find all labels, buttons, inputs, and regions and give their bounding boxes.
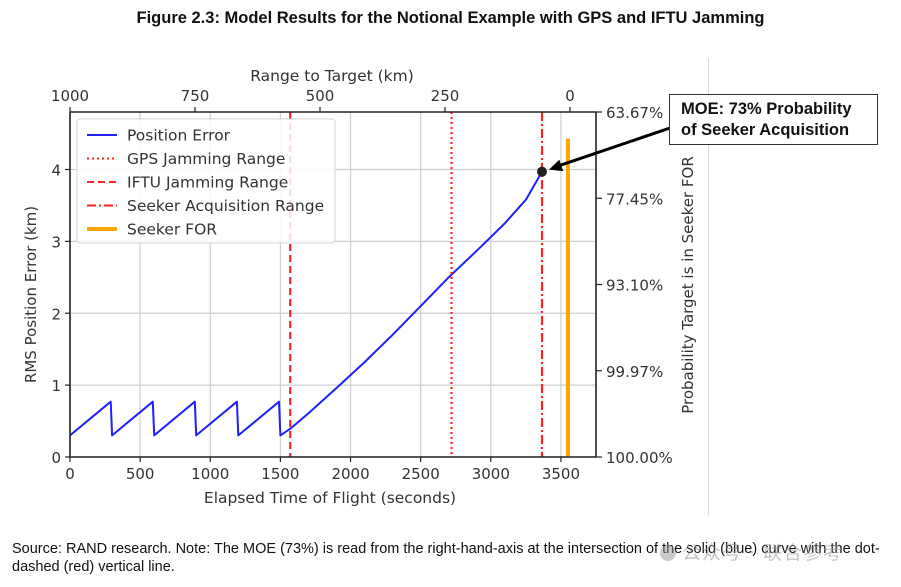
- x-tick-label: 0: [65, 465, 75, 483]
- x2-tick-label: 250: [431, 87, 460, 105]
- annotation-arrowhead: [548, 159, 564, 172]
- legend-label: GPS Jamming Range: [127, 150, 285, 168]
- x-tick-label: 2000: [331, 465, 369, 483]
- x2-tick-label: 1000: [51, 87, 89, 105]
- y2-tick-label: 93.10%: [606, 277, 663, 295]
- y-axis-label: RMS Position Error (km): [22, 206, 40, 383]
- y2-axis-label: Probability Target is in Seeker FOR: [679, 156, 697, 414]
- watermark: 公众号 · 联合参考: [660, 538, 843, 565]
- y-tick-label: 0: [51, 449, 61, 467]
- figure-title: Figure 2.3: Model Results for the Notion…: [136, 9, 765, 27]
- watermark-text: 公众号 · 联合参考: [682, 542, 844, 564]
- moe-marker-point: [536, 166, 547, 177]
- moe-annotation-line-2: of Seeker Acquisition: [681, 121, 850, 139]
- page-divider: [708, 58, 709, 515]
- moe-annotation-line-1: MOE: 73% Probability: [681, 100, 852, 118]
- legend-label: Seeker Acquisition Range: [127, 197, 324, 215]
- legend-label: Position Error: [127, 127, 231, 145]
- legend: Position Error GPS Jamming Range IFTU Jamm…: [76, 118, 336, 244]
- y2-tick-label: 99.97%: [606, 363, 663, 381]
- legend-label: IFTU Jamming Range: [127, 174, 288, 192]
- watermark-icon: [660, 545, 676, 561]
- annotation-arrow-group: [548, 126, 671, 172]
- x-tick-label: 3500: [542, 465, 580, 483]
- y2-tick-label: 100.00%: [606, 449, 673, 467]
- y2-tick-label: 63.67%: [606, 104, 663, 122]
- y-tick-label: 1: [51, 377, 61, 395]
- x-axis-label: Elapsed Time of Flight (seconds): [204, 489, 456, 507]
- y-tick-label: 4: [51, 162, 61, 180]
- x-tick-label: 1000: [191, 465, 229, 483]
- x-tick-label: 500: [126, 465, 155, 483]
- legend-label: Seeker FOR: [127, 221, 217, 239]
- x2-tick-label: 500: [306, 87, 335, 105]
- x2-tick-label: 750: [181, 87, 210, 105]
- annotation-arrow: [558, 126, 671, 168]
- x-tick-label: 3000: [472, 465, 510, 483]
- x-tick-label: 1500: [261, 465, 299, 483]
- y2-tick-label: 77.45%: [606, 190, 663, 208]
- legend-box: [76, 118, 336, 244]
- x2-tick-label: 0: [565, 87, 575, 105]
- moe-annotation-box: MOE: 73% Probability of Seeker Acquisiti…: [669, 94, 878, 145]
- y-tick-label: 3: [51, 233, 61, 251]
- x2-axis-label: Range to Target (km): [250, 67, 414, 85]
- y-tick-label: 2: [51, 305, 61, 323]
- x-tick-label: 2500: [402, 465, 440, 483]
- series-position-error-line: [69, 171, 543, 437]
